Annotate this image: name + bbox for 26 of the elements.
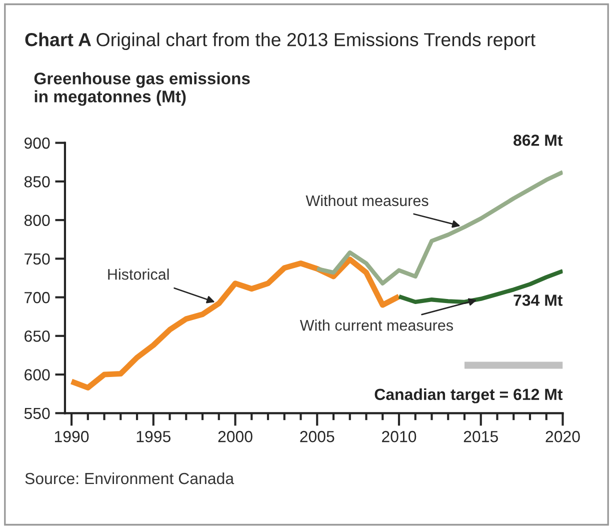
y-tick-label: 900 <box>24 137 50 149</box>
chart-title: Chart A <box>25 32 92 46</box>
annotation: 734 Mt <box>514 294 563 306</box>
line-series <box>396 268 563 304</box>
y-axis-title: Greenhouse gas emissions in megatonnes (Mt) <box>34 72 250 106</box>
x-tick-label: 2015 <box>464 430 498 442</box>
x-tick-label: 1995 <box>136 430 170 442</box>
annotation: 862 Mt <box>514 134 563 146</box>
x-tick-label: 2010 <box>382 430 416 442</box>
y-tick-label: 600 <box>24 369 50 380</box>
x-tick-label: 1990 <box>54 430 89 442</box>
y-tick-label: 650 <box>24 330 50 342</box>
y-tick-label: 550 <box>24 408 50 420</box>
text: Historical <box>108 268 169 280</box>
y-tick-label: 700 <box>24 292 50 304</box>
y-tick-label: 750 <box>24 253 50 265</box>
chart-subtitle: Original chart from the 2013 Emissions Trends report <box>96 32 536 50</box>
x-tick-label: 2005 <box>300 430 334 442</box>
y-tick-label: 800 <box>24 214 50 226</box>
y-tick-label: 850 <box>24 176 50 188</box>
source-note: Source: Environment Canada <box>25 472 234 484</box>
series-label: With current measures <box>300 320 453 331</box>
x-tick-label: 2020 <box>546 430 580 442</box>
x-tick-label: 2000 <box>218 430 252 442</box>
series-label: Canadian target = 612 Mt <box>374 388 563 404</box>
text: Without measures <box>306 194 428 206</box>
